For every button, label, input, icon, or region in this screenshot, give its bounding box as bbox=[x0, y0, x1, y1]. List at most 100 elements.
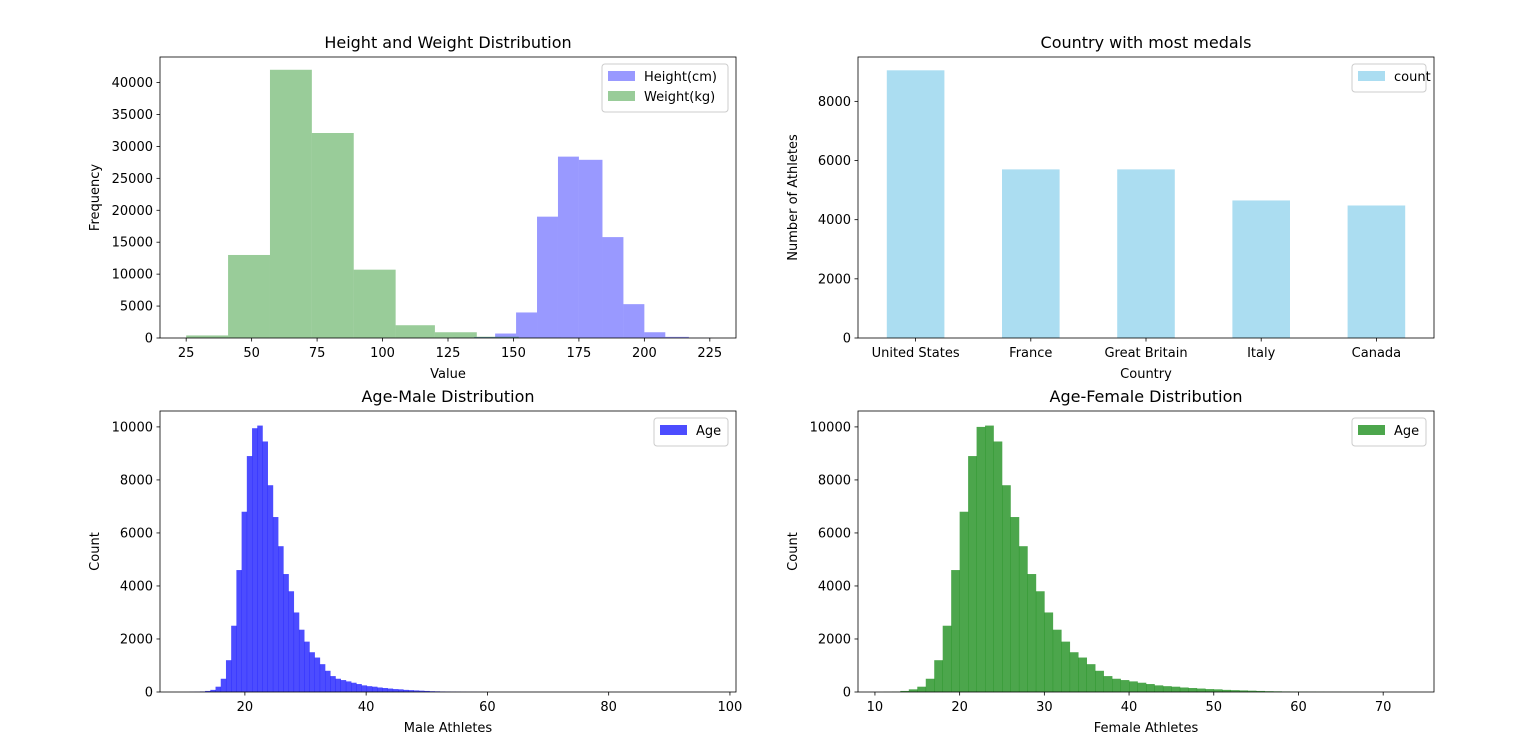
histogram-bar bbox=[269, 69, 312, 338]
x-axis-label: Country bbox=[1120, 367, 1172, 382]
bar bbox=[886, 70, 945, 339]
histogram-bar bbox=[1035, 591, 1045, 692]
histogram-bar bbox=[395, 325, 435, 338]
chart-marks bbox=[883, 425, 1418, 692]
y-tick-label: 30000 bbox=[112, 140, 153, 155]
y-tick-label: 8000 bbox=[120, 473, 153, 488]
histogram-bar bbox=[537, 216, 558, 338]
histogram-bar bbox=[272, 517, 279, 692]
histogram-bar bbox=[578, 159, 603, 338]
x-tick-label: 125 bbox=[436, 346, 461, 361]
x-tick-label: 30 bbox=[1036, 700, 1053, 715]
histogram-bar bbox=[925, 678, 935, 692]
histogram-bar bbox=[1196, 688, 1206, 692]
histogram-bar bbox=[257, 425, 263, 692]
chart-title: Height and Weight Distribution bbox=[324, 33, 571, 52]
histogram-bar bbox=[293, 612, 300, 692]
x-tick-label: 25 bbox=[178, 346, 195, 361]
histogram-bar bbox=[228, 254, 270, 338]
y-tick-label: 0 bbox=[145, 332, 153, 347]
x-tick-label: 60 bbox=[479, 700, 496, 715]
histogram-bar bbox=[186, 335, 229, 338]
histogram-bar bbox=[434, 332, 477, 338]
y-tick-label: 25000 bbox=[112, 172, 153, 187]
x-tick-label: 20 bbox=[951, 700, 968, 715]
legend-swatch bbox=[608, 71, 635, 81]
x-tick-label: 70 bbox=[1375, 700, 1392, 715]
histogram-bar bbox=[398, 689, 404, 692]
y-tick-label: 4000 bbox=[818, 579, 851, 594]
histogram-bar bbox=[1086, 664, 1096, 692]
histogram-bar bbox=[252, 428, 258, 692]
histogram-bar bbox=[377, 687, 383, 692]
plot-frame bbox=[159, 410, 737, 693]
y-tick-label: 10000 bbox=[810, 420, 851, 435]
histogram-bar bbox=[644, 332, 666, 338]
y-tick-label: 6000 bbox=[818, 526, 851, 541]
histogram-bar bbox=[623, 304, 645, 338]
histogram-bar bbox=[1205, 689, 1215, 692]
histogram-bar bbox=[330, 676, 336, 692]
chart-panel-4: 0 2000 4000 6000 8000 10000 10 20 30 40 50 60 70 Age-… bbox=[786, 387, 1435, 736]
histogram-bar bbox=[325, 670, 331, 692]
y-tick-label: 35000 bbox=[112, 108, 153, 123]
histogram-bar bbox=[413, 690, 420, 692]
histogram-bar bbox=[1256, 690, 1265, 692]
histogram-bar bbox=[418, 690, 425, 692]
histogram-bar bbox=[314, 657, 321, 692]
histogram-bar bbox=[1002, 485, 1011, 692]
chart-panel-2: 0 2000 4000 6000 8000 United States France Grea… bbox=[786, 33, 1435, 382]
chart-panel-3: 0 2000 4000 6000 8000 10000 20 40 60 80 100 Age-Mal… bbox=[88, 387, 742, 736]
y-tick-label: 6000 bbox=[120, 526, 153, 541]
histogram-bar bbox=[225, 660, 232, 692]
y-tick-label: 0 bbox=[843, 686, 851, 701]
histogram-bar bbox=[1222, 689, 1232, 692]
histogram-bar bbox=[934, 660, 944, 692]
histogram-bar bbox=[351, 682, 357, 692]
histogram-bar bbox=[968, 456, 977, 692]
legend-label: Age bbox=[696, 424, 721, 439]
histogram-bar bbox=[311, 132, 354, 338]
histogram-bar bbox=[382, 688, 388, 692]
y-tick-label: 0 bbox=[843, 332, 851, 347]
y-tick-label: 0 bbox=[145, 686, 153, 701]
bar bbox=[1117, 169, 1175, 338]
histogram-bar bbox=[403, 689, 409, 692]
y-tick-label: 8000 bbox=[818, 473, 851, 488]
histogram-bar bbox=[1239, 690, 1248, 692]
histogram-bar bbox=[340, 680, 347, 692]
histogram-bar bbox=[900, 690, 910, 692]
histogram-bar bbox=[262, 441, 268, 692]
histogram-bar bbox=[1129, 681, 1138, 692]
histogram-bar bbox=[309, 652, 315, 692]
histogram-bar bbox=[908, 689, 918, 692]
legend-label: Age bbox=[1394, 424, 1419, 439]
legend-swatch bbox=[1358, 71, 1385, 81]
histogram-bar bbox=[1061, 641, 1071, 692]
x-axis-label: Value bbox=[430, 367, 466, 382]
histogram-bar bbox=[304, 641, 310, 692]
y-axis-label: Count bbox=[88, 532, 103, 571]
plot-frame bbox=[857, 410, 1435, 693]
y-axis-label: Number of Athletes bbox=[786, 134, 801, 261]
legend-label: count bbox=[1394, 70, 1431, 85]
histogram-bar bbox=[1044, 612, 1054, 692]
histogram-bar bbox=[1052, 629, 1062, 692]
histogram-bar bbox=[602, 237, 624, 338]
chart-title: Country with most medals bbox=[1041, 33, 1252, 52]
y-tick-label: 2000 bbox=[120, 632, 153, 647]
x-tick-label: United States bbox=[872, 346, 960, 361]
legend-swatch bbox=[1358, 425, 1385, 435]
chart-marks bbox=[886, 70, 1406, 339]
histogram-bar bbox=[356, 684, 362, 692]
histogram-bar bbox=[392, 689, 399, 692]
legend-label: Weight(kg) bbox=[644, 90, 715, 105]
x-tick-label: 20 bbox=[237, 700, 254, 715]
histogram-bar bbox=[1120, 680, 1130, 692]
y-tick-label: 2000 bbox=[818, 632, 851, 647]
histogram-bar bbox=[1162, 686, 1172, 692]
histogram-bar bbox=[283, 574, 289, 692]
legend-frame bbox=[601, 63, 729, 113]
histogram-bar bbox=[246, 456, 253, 692]
histogram-bar bbox=[298, 629, 305, 692]
